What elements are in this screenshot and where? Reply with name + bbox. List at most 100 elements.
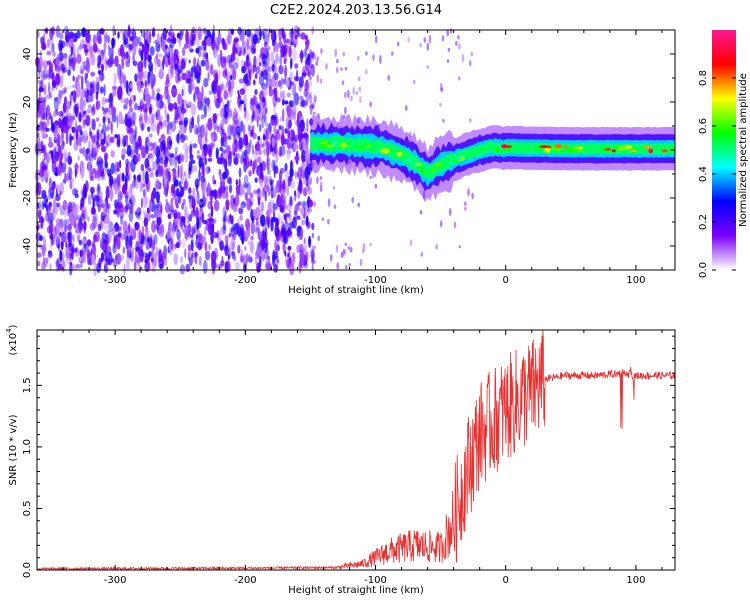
noise-speckle xyxy=(55,235,61,249)
noise-speckle xyxy=(92,212,98,222)
noise-speckle xyxy=(297,112,300,124)
noise-speckle xyxy=(132,120,136,126)
noise-speckle xyxy=(56,243,60,248)
noise-speckle xyxy=(133,174,136,180)
noise-speckle xyxy=(246,181,252,196)
y-tick-label: 20 xyxy=(22,96,33,109)
noise-speckle xyxy=(387,74,391,81)
noise-speckle xyxy=(97,185,101,192)
noise-speckle xyxy=(295,202,300,211)
noise-speckle xyxy=(274,223,280,238)
noise-speckle xyxy=(243,103,247,112)
noise-speckle xyxy=(228,150,232,159)
signal-blob xyxy=(554,148,563,152)
noise-speckle xyxy=(80,260,83,269)
noise-speckle xyxy=(140,97,144,106)
noise-speckle xyxy=(228,79,232,92)
noise-speckle xyxy=(154,251,160,261)
noise-speckle xyxy=(249,240,254,254)
noise-speckle xyxy=(190,103,197,116)
noise-speckle xyxy=(96,156,103,165)
noise-speckle xyxy=(273,72,279,81)
noise-speckle xyxy=(124,194,129,204)
noise-speckle xyxy=(46,38,51,49)
noise-speckle xyxy=(336,58,339,64)
colorbar-label: Normalized spectral amplitude xyxy=(738,73,749,227)
noise-speckle xyxy=(60,240,64,248)
noise-speckle xyxy=(132,246,135,255)
noise-speckle xyxy=(46,94,52,100)
noise-speckle xyxy=(222,70,228,78)
noise-speckle xyxy=(191,82,195,90)
noise-speckle xyxy=(319,181,323,187)
noise-speckle xyxy=(149,46,155,56)
noise-speckle xyxy=(180,163,184,177)
noise-speckle xyxy=(66,232,71,237)
noise-speckle xyxy=(176,229,181,241)
noise-speckle xyxy=(68,39,74,49)
noise-speckle xyxy=(257,156,262,164)
noise-speckle xyxy=(228,213,232,223)
noise-speckle xyxy=(244,109,250,123)
noise-speckle xyxy=(105,98,111,103)
noise-speckle xyxy=(54,230,58,240)
noise-speckle xyxy=(303,88,308,98)
noise-speckle xyxy=(208,90,214,95)
noise-speckle xyxy=(143,70,149,79)
noise-speckle xyxy=(47,253,53,259)
noise-speckle xyxy=(267,46,271,51)
noise-speckle xyxy=(65,29,70,44)
noise-speckle xyxy=(264,191,267,202)
noise-speckle xyxy=(49,239,52,250)
noise-speckle xyxy=(170,197,173,207)
noise-speckle xyxy=(237,26,242,35)
noise-speckle xyxy=(263,174,268,185)
noise-speckle xyxy=(63,52,68,59)
noise-speckle xyxy=(469,118,472,123)
noise-speckle xyxy=(130,227,135,238)
noise-speckle xyxy=(91,241,96,247)
signal-blob xyxy=(648,148,653,154)
noise-speckle xyxy=(86,135,89,141)
noise-speckle xyxy=(199,204,203,213)
noise-speckle xyxy=(144,51,150,57)
noise-speckle xyxy=(67,201,73,215)
noise-speckle xyxy=(94,216,99,228)
noise-speckle xyxy=(125,51,129,59)
noise-speckle xyxy=(272,202,277,211)
noise-speckle xyxy=(426,65,430,70)
noise-speckle xyxy=(70,46,74,56)
noise-speckle xyxy=(101,232,107,240)
colorbar-tick-label: 0.6 xyxy=(698,118,709,134)
noise-speckle xyxy=(149,30,152,44)
noise-speckle xyxy=(179,264,186,275)
noise-speckle xyxy=(193,124,199,135)
noise-speckle xyxy=(307,70,311,77)
noise-speckle xyxy=(254,227,261,233)
noise-speckle xyxy=(243,74,248,84)
noise-speckle xyxy=(200,181,204,191)
noise-speckle xyxy=(159,63,164,78)
svg-text:(x104): (x104) xyxy=(5,324,19,355)
noise-speckle xyxy=(129,251,133,258)
noise-speckle xyxy=(266,156,269,171)
noise-speckle xyxy=(227,253,230,261)
noise-speckle xyxy=(76,81,81,91)
noise-speckle xyxy=(296,226,302,233)
noise-speckle xyxy=(349,246,353,253)
noise-speckle xyxy=(396,41,400,47)
noise-speckle xyxy=(217,264,223,269)
noise-speckle xyxy=(82,129,88,143)
noise-speckle xyxy=(265,128,268,143)
noise-speckle xyxy=(60,40,66,48)
noise-speckle xyxy=(82,99,87,107)
noise-speckle xyxy=(308,235,312,248)
noise-speckle xyxy=(161,251,165,266)
noise-speckle xyxy=(207,222,213,236)
noise-speckle xyxy=(210,63,214,76)
noise-speckle xyxy=(119,210,125,219)
noise-speckle xyxy=(73,90,77,104)
noise-speckle xyxy=(159,121,163,127)
noise-speckle xyxy=(141,235,146,246)
noise-speckle xyxy=(163,187,168,196)
